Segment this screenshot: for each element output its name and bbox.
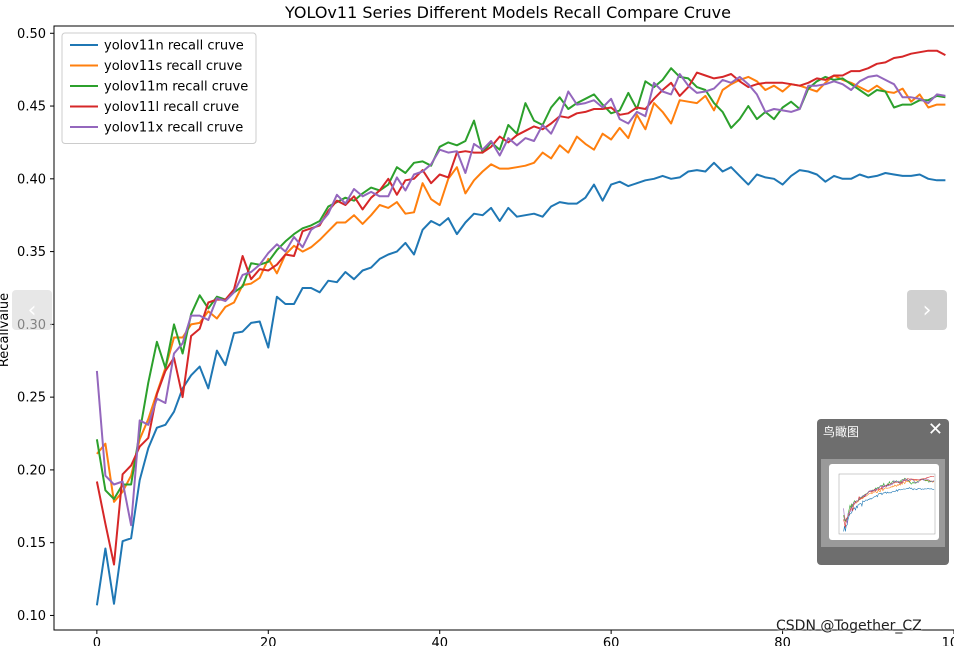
birdseye-thumbnail-chart: [838, 473, 936, 535]
y-tick-label: 0.45: [17, 100, 46, 115]
x-tick-label: 20: [260, 636, 277, 646]
axis-ticks: 0.100.150.200.250.300.350.400.450.500204…: [17, 27, 954, 646]
watermark: CSDN @Together_CZ: [776, 618, 922, 634]
thumbnail-series-line: [843, 487, 935, 532]
birdseye-title: 鸟瞰图: [823, 425, 860, 439]
y-tick-label: 0.35: [17, 245, 46, 260]
legend-label: yolov11n recall cruve: [104, 39, 244, 54]
prev-image-button[interactable]: ‹: [12, 290, 52, 330]
birdseye-panel: 鸟瞰图 ✕: [817, 419, 949, 565]
y-tick-label: 0.20: [17, 463, 46, 478]
chevron-right-icon: ›: [922, 297, 932, 323]
x-tick-label: 60: [603, 636, 620, 646]
y-tick-label: 0.50: [17, 27, 46, 42]
legend-label: yolov11m recall cruve: [104, 80, 248, 95]
chevron-left-icon: ‹: [27, 297, 37, 323]
y-tick-label: 0.15: [17, 536, 46, 551]
y-tick-label: 0.25: [17, 391, 46, 406]
series-line-4: [95, 49, 946, 566]
next-image-button[interactable]: ›: [907, 290, 947, 330]
legend-box: [61, 32, 257, 144]
chart-title: YOLOv11 Series Different Models Recall C…: [284, 3, 731, 22]
series-line-5: [95, 73, 946, 527]
x-tick-label: 40: [431, 636, 448, 646]
close-icon[interactable]: ✕: [927, 419, 943, 440]
thumbnail-frame: [838, 473, 936, 535]
y-tick-label: 0.40: [17, 172, 46, 187]
legend-label: yolov11l recall cruve: [104, 100, 239, 115]
series-line-2: [96, 74, 946, 503]
x-tick-label: 100: [942, 636, 954, 646]
x-tick-label: 0: [93, 636, 101, 646]
thumbnail-series-line: [843, 476, 935, 528]
y-axis-label: Recallvalue: [0, 293, 12, 367]
series-line-1: [95, 161, 946, 606]
x-tick-label: 80: [774, 636, 791, 646]
plot-frame: [53, 25, 954, 631]
birdseye-thumbnail: [829, 464, 939, 540]
legend: yolov11n recall cruve yolov11s recall cru…: [61, 32, 257, 144]
y-tick-label: 0.10: [17, 609, 46, 624]
series-lines: [95, 49, 946, 606]
legend-label: yolov11s recall cruve: [104, 59, 242, 74]
thumbnail-series-line: [843, 478, 935, 524]
legend-label: yolov11x recall cruve: [104, 121, 243, 136]
birdseye-viewport[interactable]: [821, 459, 945, 547]
